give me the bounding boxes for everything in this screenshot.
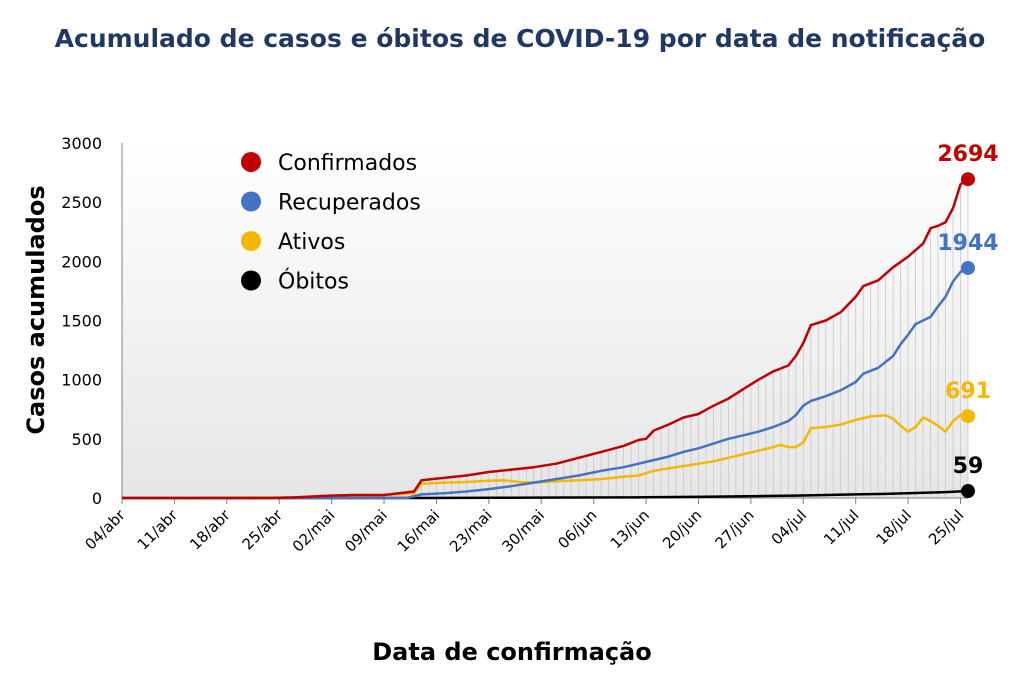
legend-marker-ativos bbox=[241, 231, 261, 251]
y-tick-label: 2500 bbox=[61, 193, 102, 212]
data-label-recuperados: 1944 bbox=[937, 231, 998, 256]
end-marker-recuperados bbox=[961, 260, 975, 275]
x-tick-label: 25/jul bbox=[925, 506, 967, 548]
end-marker-ativos bbox=[961, 409, 975, 424]
y-tick-label: 2000 bbox=[61, 252, 102, 271]
legend-label-recuperados: Recuperados bbox=[278, 191, 421, 216]
y-axis-label: Casos acumulados bbox=[22, 185, 50, 434]
x-tick-label: 11/abr bbox=[134, 506, 182, 554]
series-line-recuperados bbox=[122, 266, 969, 500]
x-tick-label: 04/abr bbox=[81, 506, 129, 554]
x-tick-label: 06/jun bbox=[554, 506, 600, 552]
legend-marker-confirmados bbox=[241, 152, 261, 172]
x-tick-label: 27/jun bbox=[712, 506, 758, 552]
x-tick-label: 16/mai bbox=[394, 506, 444, 556]
legend-marker-recuperados bbox=[241, 191, 261, 212]
x-tick-label: 23/mai bbox=[446, 506, 496, 556]
end-marker-obitos bbox=[961, 484, 975, 499]
x-tick-label: 18/jul bbox=[873, 506, 915, 548]
x-tick-label: 30/mai bbox=[498, 506, 548, 556]
series-line-obitos bbox=[122, 489, 969, 500]
legend-label-obitos: Óbitos bbox=[278, 269, 349, 295]
data-label-confirmados: 2694 bbox=[937, 142, 998, 167]
chart-title: Acumulado de casos e óbitos de COVID-19 … bbox=[55, 24, 986, 53]
y-tick-label: 500 bbox=[71, 430, 102, 449]
y-tick-label: 1500 bbox=[61, 312, 102, 331]
x-tick-label: 25/abr bbox=[239, 506, 287, 554]
x-axis-label: Data de confirmação bbox=[372, 638, 652, 666]
y-tick-label: 1000 bbox=[61, 371, 102, 390]
data-label-ativos: 691 bbox=[945, 379, 991, 404]
x-tick-label: 09/mai bbox=[341, 506, 391, 556]
series-line-confirmados bbox=[122, 178, 969, 500]
end-marker-confirmados bbox=[961, 172, 975, 187]
y-tick-label: 0 bbox=[92, 489, 102, 508]
x-tick-label: 18/abr bbox=[186, 506, 234, 554]
x-tick-label: 13/jun bbox=[607, 506, 653, 552]
series-group: 59 691 1944 2694 bbox=[121, 142, 999, 500]
series-line-ativos bbox=[121, 413, 969, 500]
legend-label-ativos: Ativos bbox=[278, 230, 345, 255]
legend: Confirmados Recuperados Ativos Óbitos bbox=[241, 151, 421, 295]
x-tick-label: 02/mai bbox=[289, 506, 339, 556]
data-label-obitos: 59 bbox=[953, 454, 984, 479]
x-tick-label: 11/jul bbox=[820, 506, 862, 548]
y-tick-label: 3000 bbox=[61, 134, 102, 153]
x-tick-label: 20/jun bbox=[659, 506, 705, 552]
legend-marker-obitos bbox=[241, 270, 261, 291]
x-tick-label: 04/jul bbox=[768, 506, 810, 548]
legend-label-confirmados: Confirmados bbox=[278, 151, 417, 176]
